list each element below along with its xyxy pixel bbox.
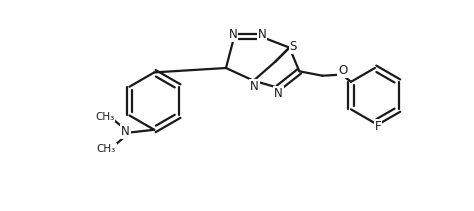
Text: N: N bbox=[250, 80, 259, 93]
Text: F: F bbox=[375, 120, 382, 133]
Text: N: N bbox=[121, 125, 130, 138]
Text: N: N bbox=[229, 28, 237, 41]
Text: S: S bbox=[290, 40, 297, 53]
Text: N: N bbox=[274, 87, 283, 100]
Text: N: N bbox=[257, 28, 266, 41]
Text: CH₃: CH₃ bbox=[95, 112, 114, 122]
Text: CH₃: CH₃ bbox=[97, 143, 116, 154]
Text: O: O bbox=[338, 64, 347, 77]
